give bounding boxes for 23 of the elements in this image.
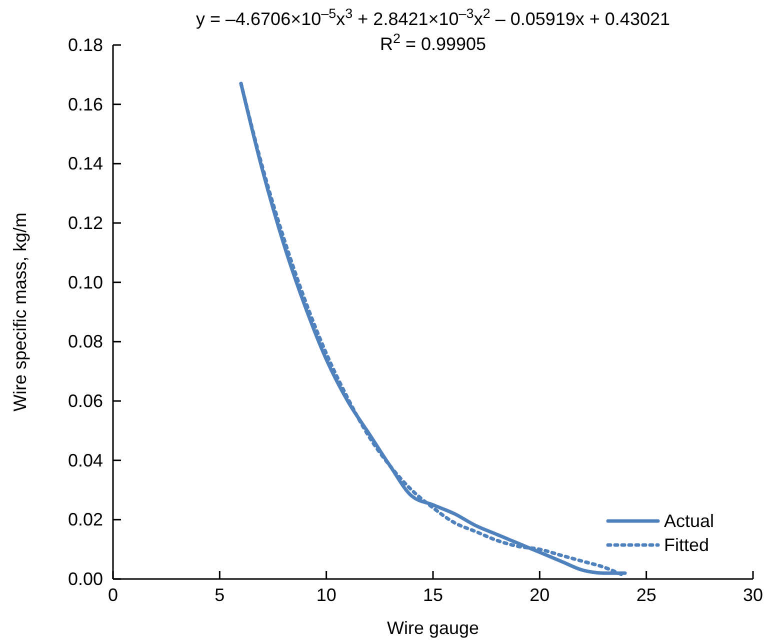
x-tick-label: 25 [636, 585, 656, 605]
y-tick-label: 0.04 [68, 450, 103, 470]
y-tick-label: 0.18 [68, 35, 103, 55]
legend-label: Actual [664, 511, 714, 531]
x-tick-label: 30 [742, 585, 764, 605]
x-tick-label: 0 [108, 585, 118, 605]
chart-subtitle: R$^{2}$ = 0.99905 [380, 30, 486, 54]
x-axis-title: Wire gauge [386, 618, 480, 638]
y-tick-label: 0.16 [68, 94, 103, 114]
x-tick-label: 5 [214, 585, 225, 605]
y-tick-label: 0.02 [68, 510, 103, 530]
y-tick-label: 0.00 [68, 569, 103, 589]
y-tick-label: 0.14 [68, 154, 103, 174]
y-tick-label: 0.08 [68, 332, 103, 352]
legend-label: Fitted [664, 535, 710, 555]
x-tick-label: 15 [422, 585, 444, 605]
y-axis-title: Wire specific mass, kg/m [10, 212, 30, 412]
x-tick-label: 10 [316, 585, 336, 605]
x-tick-label: 20 [530, 585, 550, 605]
chart-title: y = –4.6706×10$^{–5}$x$^{3}$ + 2.8421×10$^{–3}$x$^{2}$ – 0.05919x + 0.43021 [196, 6, 670, 29]
y-tick-label: 0.06 [68, 391, 103, 411]
y-tick-label: 0.10 [68, 272, 103, 292]
y-tick-label: 0.12 [68, 213, 103, 233]
